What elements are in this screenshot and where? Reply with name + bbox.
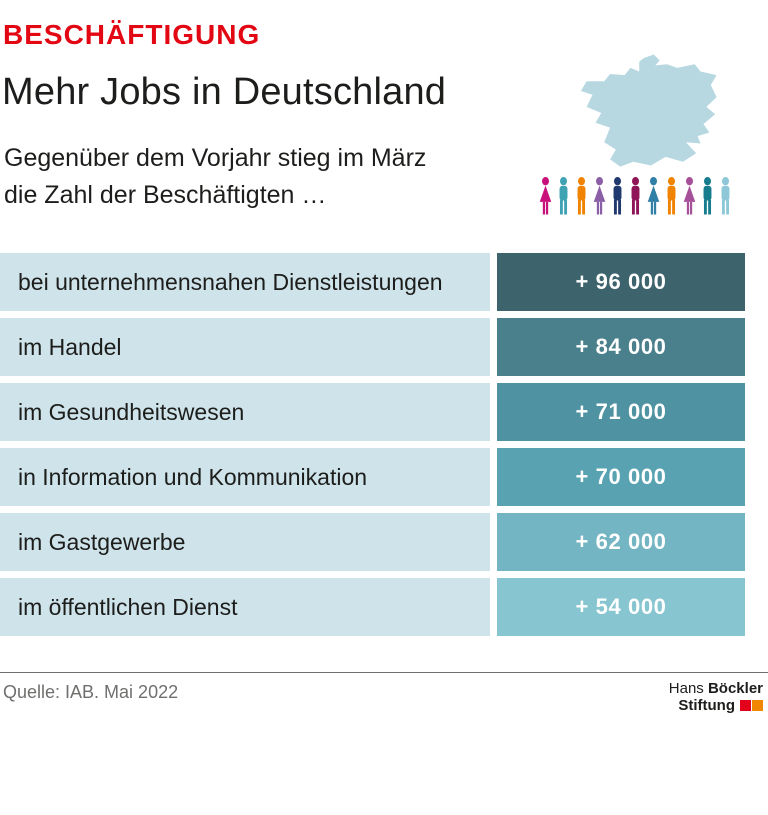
- table-row: im Handel + 84 000: [0, 318, 768, 376]
- person-icon: [631, 177, 640, 215]
- logo-line2: Stiftung: [669, 697, 763, 714]
- germany-map-icon: [580, 54, 717, 167]
- value-cell: + 71 000: [497, 383, 745, 441]
- logo-square-red: [740, 700, 751, 711]
- germany-map-shape: [580, 54, 717, 167]
- source-note: Quelle: IAB. Mai 2022: [3, 682, 179, 702]
- logo-line1: Hans Böckler: [669, 680, 763, 697]
- logo-square-orange: [752, 700, 763, 711]
- people-row: [538, 177, 733, 215]
- category-label: im öffentlichen Dienst: [0, 578, 490, 636]
- table-row: im Gesundheitswesen + 71 000: [0, 383, 768, 441]
- person-icon: [667, 177, 676, 215]
- subtitle-line2: die Zahl der Beschäftigten …: [4, 181, 327, 209]
- person-icon: [721, 177, 730, 215]
- logo-stiftung: Stiftung: [678, 697, 735, 714]
- table-row: bei unternehmensnahen Dienstleistungen +…: [0, 253, 768, 311]
- logo-hans: Hans: [668, 680, 704, 697]
- value-cell: + 70 000: [497, 448, 745, 506]
- table-row: im öffentlichen Dienst + 54 000: [0, 578, 768, 636]
- value-cell: + 62 000: [497, 513, 745, 571]
- table-row: in Information und Kommunikation + 70 00…: [0, 448, 768, 506]
- category-label: in Information und Kommunikation: [0, 448, 490, 506]
- page-title: Mehr Jobs in Deutschland: [2, 71, 447, 113]
- person-icon: [559, 177, 568, 215]
- person-icon: [703, 177, 712, 215]
- person-icon: [613, 177, 622, 215]
- table-row: im Gastgewerbe + 62 000: [0, 513, 768, 571]
- person-icon: [647, 177, 660, 215]
- category-label: im Gastgewerbe: [0, 513, 490, 571]
- bar-table: bei unternehmensnahen Dienstleistungen +…: [0, 253, 768, 636]
- category-label: im Gesundheitswesen: [0, 383, 490, 441]
- value-cell: + 84 000: [497, 318, 745, 376]
- footer-divider: [0, 672, 768, 673]
- person-icon: [577, 177, 586, 215]
- person-icon: [593, 177, 606, 215]
- person-icon: [539, 177, 552, 215]
- logo-boeckler: Böckler: [707, 680, 763, 697]
- kicker: BESCHÄFTIGUNG: [3, 19, 261, 50]
- value-cell: + 96 000: [497, 253, 745, 311]
- value-cell: + 54 000: [497, 578, 745, 636]
- hans-boeckler-stiftung-logo: Hans Böckler Stiftung: [669, 680, 763, 714]
- person-icon: [683, 177, 696, 215]
- category-label: im Handel: [0, 318, 490, 376]
- category-label: bei unternehmensnahen Dienstleistungen: [0, 253, 490, 311]
- subtitle-line1: Gegenüber dem Vorjahr stieg im März: [4, 144, 427, 172]
- logo-squares: [740, 699, 763, 711]
- subtitle: Gegenüber dem Vorjahr stieg im März die …: [4, 140, 426, 214]
